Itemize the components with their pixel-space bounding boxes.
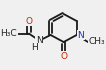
Text: N: N xyxy=(36,36,43,45)
Text: N: N xyxy=(77,31,84,39)
Text: H₃C: H₃C xyxy=(0,29,17,38)
Text: O: O xyxy=(60,52,67,60)
Text: H: H xyxy=(31,43,38,52)
Text: CH₃: CH₃ xyxy=(89,38,105,46)
Text: O: O xyxy=(25,17,32,25)
